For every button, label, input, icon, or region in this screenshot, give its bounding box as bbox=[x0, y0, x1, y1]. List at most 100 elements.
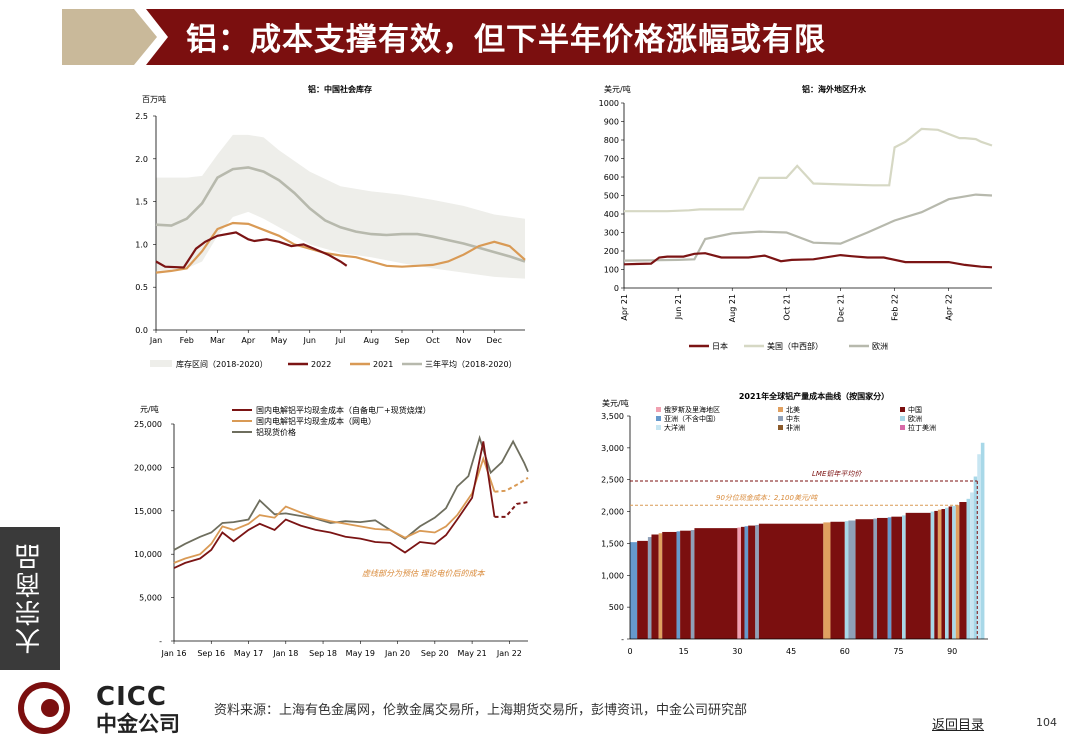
x-tick-label: Oct bbox=[426, 336, 440, 345]
y-tick-label: 400 bbox=[604, 210, 619, 219]
x-tick-label: May 21 bbox=[457, 649, 486, 658]
cost-bar bbox=[662, 531, 677, 639]
legend-swatch bbox=[656, 407, 661, 412]
cost-bar bbox=[966, 498, 971, 639]
cost-bar bbox=[658, 533, 663, 639]
cost-bar bbox=[902, 515, 906, 639]
legend-label: 三年平均（2018-2020） bbox=[425, 359, 517, 369]
legend-swatch bbox=[900, 416, 905, 421]
legend-label: 2022 bbox=[311, 360, 331, 369]
x-tick-label: 75 bbox=[893, 647, 903, 656]
y-tick-label: 1000 bbox=[599, 99, 619, 108]
x-tick-label: Jan 16 bbox=[160, 649, 186, 658]
cost-bar bbox=[877, 517, 888, 639]
series-line-2021 bbox=[155, 221, 526, 274]
lme-average-label: LME铝年平均价 bbox=[812, 470, 862, 478]
side-section-tab[interactable] bbox=[0, 527, 60, 670]
legend-label: 拉丁美洲 bbox=[908, 423, 936, 432]
y-tick-label: 1.0 bbox=[135, 240, 148, 249]
series-line-1 bbox=[173, 455, 496, 564]
x-tick-label: Jun bbox=[303, 336, 317, 345]
chart-title: 铝：海外地区升水 bbox=[802, 84, 867, 94]
forecast-dashed-line bbox=[494, 501, 529, 518]
x-tick-label: Nov bbox=[456, 336, 472, 345]
x-tick-label: Feb bbox=[180, 336, 194, 345]
x-tick-label: Jan 20 bbox=[384, 649, 410, 658]
cost-bar bbox=[848, 520, 856, 639]
side-section-label: 大宗商品 bbox=[15, 542, 45, 655]
cost-bar bbox=[740, 526, 745, 639]
back-to-contents-link[interactable]: 返回目录 bbox=[932, 718, 985, 733]
x-tick-label: Apr 21 bbox=[620, 294, 629, 321]
y-tick-label: 700 bbox=[604, 155, 619, 164]
page-number: 104 bbox=[1036, 716, 1057, 729]
inventory-range-band bbox=[156, 134, 525, 279]
legend-label: 俄罗斯及里海地区 bbox=[664, 405, 720, 414]
cost-bar bbox=[744, 526, 749, 639]
logo-text-en: CICC bbox=[96, 682, 167, 712]
y-tick-label: 3,000 bbox=[601, 444, 624, 453]
cost-bar bbox=[887, 517, 892, 639]
cost-bar bbox=[873, 518, 878, 639]
x-tick-label: 90 bbox=[947, 647, 957, 656]
x-tick-label: May 17 bbox=[234, 649, 263, 658]
legend-label: 欧洲 bbox=[908, 414, 922, 423]
y-tick-label: 2.0 bbox=[135, 155, 148, 164]
banner-arrow-decoration bbox=[62, 9, 157, 65]
x-tick-label: Oct 21 bbox=[782, 294, 791, 321]
x-tick-label: Dec bbox=[487, 336, 502, 345]
y-tick-label: - bbox=[621, 635, 624, 644]
cost-bar bbox=[977, 454, 981, 639]
cost-bar bbox=[651, 534, 659, 639]
y-tick-label: 20,000 bbox=[134, 463, 162, 472]
x-tick-label: 60 bbox=[840, 647, 850, 656]
legend-label: 中东 bbox=[786, 414, 800, 423]
legend-label: 亚洲（不含中国） bbox=[664, 414, 720, 423]
legend-label: 非洲 bbox=[786, 423, 800, 432]
cost-bar bbox=[737, 527, 741, 639]
legend-label: 北美 bbox=[786, 405, 800, 414]
y-axis-label: 美元/吨 bbox=[602, 398, 629, 408]
legend-label: 日本 bbox=[712, 341, 728, 351]
x-tick-label: Apr bbox=[241, 336, 256, 345]
y-tick-label: 200 bbox=[604, 247, 619, 256]
forecast-annotation: 虚线部分为预估 理论电价后的成本 bbox=[362, 569, 486, 578]
legend-label: 欧洲 bbox=[872, 341, 888, 351]
x-tick-label: 15 bbox=[679, 647, 689, 656]
y-axis-label: 百万吨 bbox=[142, 94, 166, 104]
x-tick-label: Sep 16 bbox=[197, 649, 225, 658]
cost-bar bbox=[823, 522, 831, 639]
cost-bar bbox=[905, 512, 931, 639]
y-tick-label: 10,000 bbox=[134, 550, 162, 559]
y-tick-label: 0.5 bbox=[135, 283, 148, 292]
cost-bar bbox=[676, 531, 681, 639]
legend-swatch bbox=[778, 407, 783, 412]
y-tick-label: 600 bbox=[604, 173, 619, 182]
x-tick-label: Mar bbox=[210, 336, 226, 345]
y-tick-label: 25,000 bbox=[134, 420, 162, 429]
x-tick-label: Dec 21 bbox=[836, 294, 845, 322]
y-tick-label: 2,000 bbox=[601, 508, 624, 517]
legend-swatch bbox=[656, 425, 661, 430]
y-tick-label: 100 bbox=[604, 266, 619, 275]
cost-bar bbox=[647, 537, 652, 639]
cost-bar bbox=[930, 511, 935, 639]
series-line-0 bbox=[623, 252, 993, 269]
cost-bar bbox=[937, 509, 942, 639]
legend-label-band: 库存区间（2018-2020） bbox=[176, 359, 268, 369]
cost-bar bbox=[694, 528, 738, 639]
series-line-2 bbox=[173, 434, 529, 551]
y-tick-label: 500 bbox=[609, 603, 624, 612]
legend-swatch bbox=[778, 416, 783, 421]
x-tick-label: Jun 21 bbox=[674, 294, 683, 320]
x-tick-label: Sep bbox=[394, 336, 409, 345]
chart-cost-vs-price: 元/吨 25,000 20,000 15,000 10,000 5,000 - Jan 16 S… bbox=[134, 404, 529, 658]
cost-bar bbox=[955, 505, 960, 639]
cost-bar bbox=[748, 525, 756, 639]
series-line-2022 bbox=[155, 231, 348, 269]
legend-label: 美国（中西部） bbox=[767, 341, 823, 351]
cost-bar bbox=[680, 530, 691, 639]
series-line-2 bbox=[623, 193, 993, 262]
x-tick-label: Sep 18 bbox=[309, 649, 337, 658]
cost-bar bbox=[941, 509, 946, 639]
